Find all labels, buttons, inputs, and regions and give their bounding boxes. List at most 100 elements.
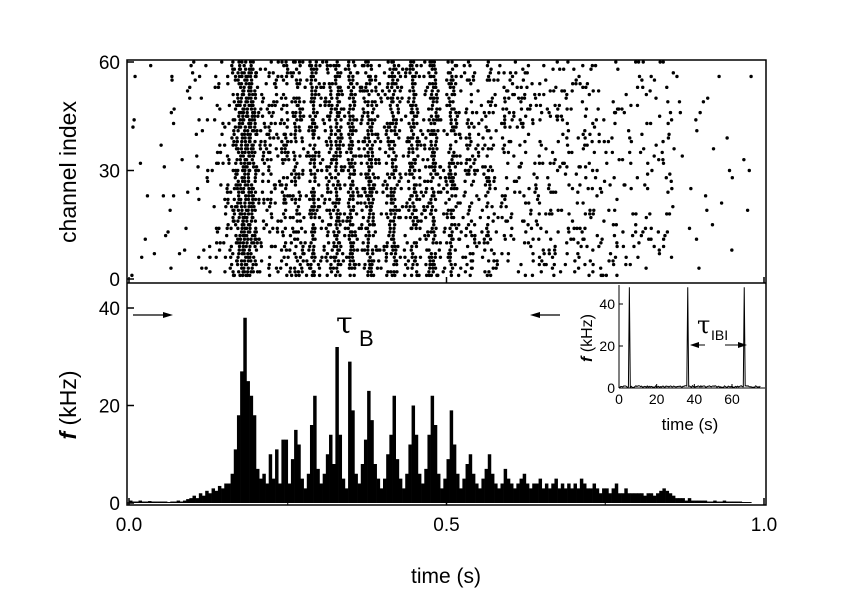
spike-dot: [230, 63, 234, 68]
spike-dot: [464, 110, 468, 115]
spike-dot: [365, 226, 370, 231]
spike-dot: [245, 110, 249, 115]
spike-dot: [309, 82, 313, 86]
spike-dot: [427, 118, 431, 122]
spike-dot: [249, 96, 253, 100]
spike-dot: [400, 96, 404, 100]
spike-dot: [604, 150, 608, 155]
spike-dot: [637, 74, 642, 79]
spike-dot: [516, 96, 521, 100]
spike-dot: [392, 89, 397, 93]
spike-dot: [337, 248, 342, 252]
spike-dot: [333, 132, 338, 137]
spike-dot: [285, 67, 290, 71]
spike-dot: [411, 150, 415, 155]
spike-dot: [371, 212, 376, 216]
histogram-bar: [617, 493, 622, 503]
spike-dot: [432, 154, 437, 158]
spike-dot: [719, 201, 724, 205]
histogram-bar: [360, 464, 365, 503]
histogram-bar: [729, 501, 733, 503]
spike-dot: [267, 71, 271, 75]
spike-dot: [548, 89, 552, 93]
spike-dot: [488, 71, 493, 75]
spike-dot: [227, 157, 231, 162]
spike-dot: [253, 179, 257, 184]
histogram-bar: [319, 483, 323, 503]
spike-dot: [378, 147, 382, 151]
spike-dot: [342, 165, 347, 169]
spike-dot: [238, 118, 242, 122]
spike-dot: [339, 132, 343, 137]
spike-dot: [362, 89, 367, 93]
spike-dot: [335, 251, 339, 256]
spike-dot: [485, 63, 490, 68]
spike-dot: [452, 129, 456, 133]
spike-dot: [588, 212, 592, 216]
histogram-bar: [700, 500, 704, 503]
spike-dot: [315, 110, 319, 115]
spike-dot: [388, 103, 392, 108]
histogram-bar: [602, 488, 606, 503]
histogram-bar: [449, 410, 454, 503]
spike-dot: [482, 172, 486, 176]
spike-dot: [519, 262, 523, 267]
spike-dot: [363, 100, 367, 104]
spike-dot: [287, 157, 291, 162]
spike-dot: [390, 96, 395, 100]
arrowhead: [690, 342, 699, 348]
spike-dot: [595, 168, 599, 173]
spike-dot: [280, 139, 284, 144]
spike-dot: [581, 63, 585, 68]
spike-dot: [295, 259, 300, 263]
spike-dot: [171, 121, 176, 126]
spike-dot: [442, 230, 446, 234]
spike-dot: [243, 201, 247, 205]
spike-dot: [333, 201, 338, 205]
spike-dot: [468, 63, 472, 68]
spike-dot: [284, 136, 288, 140]
spike-dot: [246, 89, 251, 93]
spike-dot: [280, 230, 285, 234]
spike-dot: [393, 251, 398, 256]
spike-dot: [514, 179, 519, 184]
spike-dot: [269, 197, 273, 202]
spike-dot: [407, 168, 412, 173]
spike-dot: [257, 201, 261, 205]
histogram-bar: [452, 444, 457, 503]
spike-dot: [449, 172, 453, 176]
spike-dot: [366, 136, 371, 140]
spike-dot: [390, 147, 395, 151]
spike-dot: [215, 230, 220, 234]
spike-dot: [317, 82, 321, 86]
spike-dot: [578, 165, 582, 169]
spike-dot: [348, 273, 352, 278]
spike-dot: [552, 262, 557, 267]
spike-dot: [235, 139, 239, 144]
spike-dot: [205, 176, 209, 180]
spike-dot: [523, 150, 528, 155]
spike-dot: [537, 92, 541, 97]
spike-dot: [517, 176, 521, 180]
histogram-bar: [303, 488, 308, 503]
spike-dot: [327, 100, 332, 104]
spike-dot: [451, 179, 455, 184]
spike-dot: [468, 230, 473, 234]
spike-dot: [310, 85, 314, 90]
spike-dot: [252, 241, 256, 245]
spike-dot: [393, 125, 397, 129]
spike-dot: [611, 262, 616, 267]
spike-dot: [339, 244, 343, 249]
spike-dot: [436, 129, 440, 133]
spike-dot: [448, 251, 453, 256]
spike-dot: [492, 179, 496, 184]
spike-dot: [392, 270, 396, 274]
histogram-bar: [671, 495, 676, 503]
spike-dot: [429, 143, 434, 147]
spike-dot: [591, 212, 595, 216]
spike-dot: [333, 176, 338, 180]
spike-dot: [295, 161, 299, 165]
spike-dot: [668, 110, 673, 115]
spike-dot: [329, 176, 334, 180]
spike-dot: [254, 165, 259, 169]
